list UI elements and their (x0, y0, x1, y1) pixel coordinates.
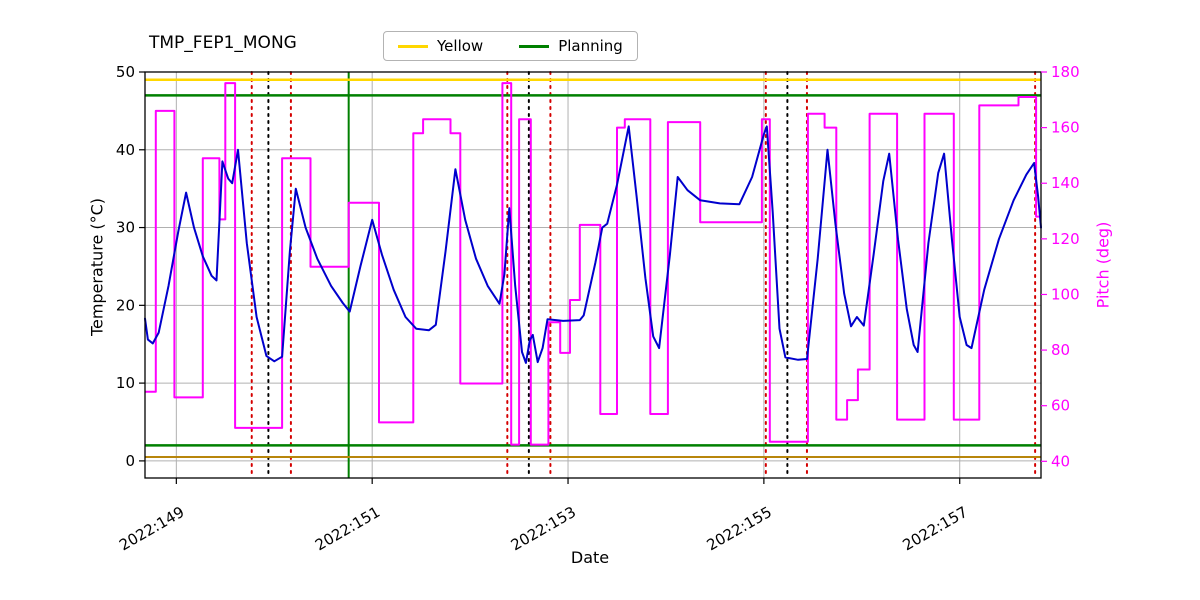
plot-border (144, 71, 1042, 479)
x-tick-label: 2022:153 (508, 503, 579, 555)
y-left-tick-label: 50 (116, 63, 135, 81)
y-right-tick-label: 160 (1051, 119, 1080, 137)
legend: Yellow Planning (383, 31, 638, 61)
y-left-tick-label: 10 (116, 374, 135, 392)
y-axis-label-right: Pitch (deg) (1093, 221, 1113, 309)
x-axis-label: Date (570, 548, 610, 567)
x-tick-label: 2022:149 (116, 503, 187, 555)
legend-label-yellow: Yellow (437, 37, 484, 55)
y-right-tick-label: 120 (1051, 230, 1080, 248)
legend-item-planning: Planning (519, 37, 623, 55)
y-right-tick-label: 100 (1051, 285, 1080, 303)
y-right-tick-label: 180 (1051, 63, 1080, 81)
legend-item-yellow: Yellow (398, 37, 483, 55)
y-right-tick-label: 40 (1051, 452, 1070, 470)
y-left-tick-label: 20 (116, 296, 135, 314)
chart-title: TMP_FEP1_MONG (149, 33, 297, 53)
yellow-line-swatch (398, 44, 428, 48)
y-left-tick-label: 40 (116, 141, 135, 159)
temperature-series-line (144, 125, 1042, 364)
x-tick-label: 2022:157 (899, 503, 970, 555)
y-right-tick-label: 60 (1051, 397, 1070, 415)
y-right-tick-label: 140 (1051, 174, 1080, 192)
x-tick-label: 2022:155 (704, 503, 775, 555)
y-left-tick-label: 0 (125, 452, 135, 470)
y-left-tick-label: 30 (116, 219, 135, 237)
x-tick-label: 2022:151 (312, 503, 383, 555)
legend-label-planning: Planning (558, 37, 623, 55)
y-axis-label-left: Temperature (°C) (87, 197, 107, 337)
y-right-tick-label: 80 (1051, 341, 1070, 359)
planning-line-swatch (519, 44, 550, 48)
pitch-series-line (145, 82, 1041, 446)
